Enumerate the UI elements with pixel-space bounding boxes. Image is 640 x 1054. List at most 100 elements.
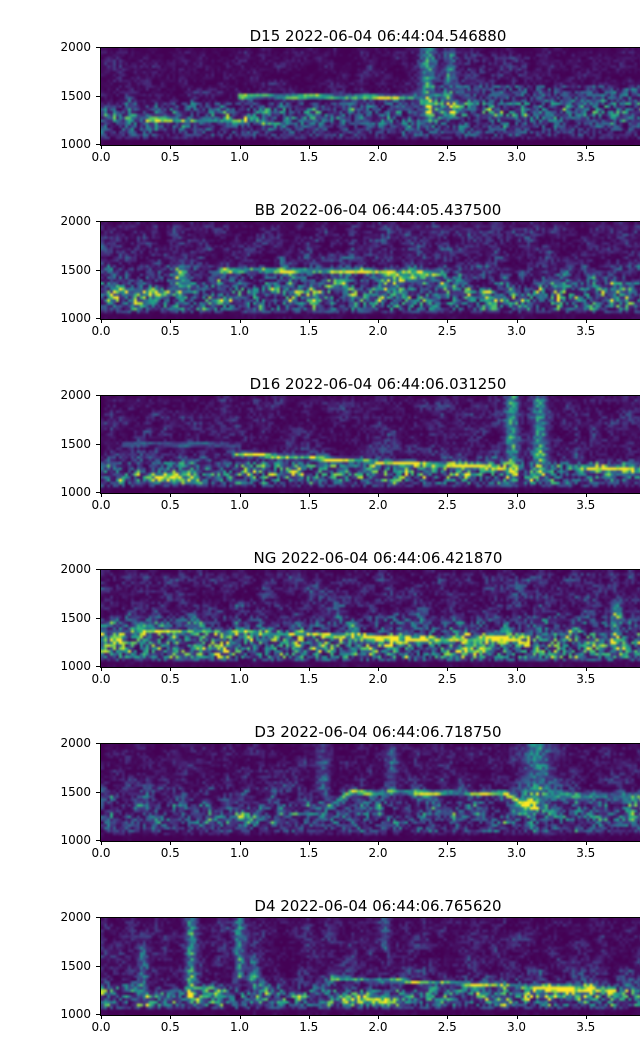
y-tick-mark (96, 917, 100, 918)
spectrogram-figure: D15 2022-06-04 06:44:04.546880 2000 1500 1… (40, 26, 640, 1034)
x-tick-mark (170, 841, 172, 845)
x-tick-label: 1.5 (299, 672, 319, 686)
x-tick-mark (378, 1015, 379, 1019)
x-tick-mark (447, 493, 449, 497)
y-tick-label: 2000 (60, 388, 91, 402)
x-tick-label: 0.5 (160, 498, 180, 512)
y-tick-label: 1000 (60, 485, 91, 499)
x-tick-mark (378, 841, 379, 845)
y-tick-mark (96, 318, 100, 319)
x-tick-label: 3.5 (576, 150, 596, 164)
x-tick-label: 0.0 (91, 150, 111, 164)
x-tick-mark (239, 319, 241, 323)
x-tick-label: 4.0 (635, 150, 640, 165)
x-tick-mark (101, 145, 102, 149)
y-tick-label: 1000 (60, 833, 91, 847)
x-tick-mark (516, 841, 518, 845)
panel-title: D4 2022-06-04 06:44:06.765620 (254, 897, 502, 915)
x-tick-label: 2.0 (368, 1020, 388, 1034)
x-tick-mark (585, 493, 587, 497)
x-tick-mark (239, 667, 241, 671)
x-tick-mark (585, 319, 587, 323)
panel-title: D3 2022-06-04 06:44:06.718750 (254, 723, 502, 741)
x-tick-mark (378, 319, 379, 323)
x-tick-label: 1.5 (299, 150, 319, 164)
spectrogram-panel-d15: D15 2022-06-04 06:44:04.546880 2000 1500 1… (40, 26, 640, 184)
spectrogram-image (101, 570, 640, 667)
x-tick-mark (170, 319, 172, 323)
y-tick-mark (96, 47, 100, 48)
x-tick-mark (516, 667, 518, 671)
plot-frame (100, 917, 640, 1016)
panel-title: BB 2022-06-04 06:44:05.437500 (254, 201, 502, 219)
x-tick-label: 3.5 (576, 498, 596, 512)
x-tick-label: 2.5 (437, 1020, 457, 1034)
x-tick-mark (239, 1015, 241, 1019)
y-tick-mark (96, 221, 100, 222)
x-tick-mark (516, 493, 518, 497)
x-tick-label: 0.5 (160, 672, 180, 686)
y-tick-label: 2000 (60, 910, 91, 924)
y-tick-label: 1500 (60, 784, 91, 799)
x-tick-label: 2.5 (437, 846, 457, 860)
x-tick-label: 0.5 (160, 1020, 180, 1034)
x-tick-label: 1.0 (229, 1020, 250, 1034)
y-tick-mark (96, 395, 100, 396)
x-tick-label: 3.5 (576, 324, 596, 338)
y-tick-label: 1500 (60, 436, 91, 451)
y-tick-label: 1500 (60, 262, 91, 277)
x-tick-label: 1.5 (299, 1020, 319, 1034)
y-tick-label: 1000 (60, 659, 91, 673)
x-tick-mark (516, 1015, 518, 1019)
plot-frame (100, 395, 640, 494)
x-tick-label: 0.0 (91, 324, 111, 338)
y-tick-mark (96, 443, 100, 445)
x-tick-mark (170, 1015, 172, 1019)
plot-frame (100, 221, 640, 320)
y-tick-mark (96, 791, 100, 793)
x-tick-mark (308, 841, 310, 845)
x-tick-mark (239, 145, 241, 149)
y-tick-mark (96, 569, 100, 570)
x-tick-label: 0.0 (91, 672, 111, 686)
x-tick-label: 2.0 (368, 672, 388, 686)
x-tick-mark (101, 841, 102, 845)
x-tick-mark (585, 145, 587, 149)
x-tick-mark (101, 319, 102, 323)
spectrogram-image (101, 48, 640, 145)
x-tick-mark (170, 493, 172, 497)
x-tick-label: 3.0 (506, 846, 527, 860)
y-tick-mark (96, 144, 100, 145)
x-tick-label: 4.0 (635, 672, 640, 687)
spectrogram-image (101, 918, 640, 1015)
x-tick-mark (239, 841, 241, 845)
x-tick-label: 0.0 (91, 1020, 111, 1034)
x-tick-label: 0.5 (160, 150, 180, 164)
x-tick-label: 1.0 (229, 672, 250, 686)
x-tick-label: 4.0 (635, 1020, 640, 1035)
y-tick-label: 1000 (60, 137, 91, 151)
y-tick-mark (96, 617, 100, 619)
x-tick-label: 1.5 (299, 846, 319, 860)
x-tick-mark (239, 493, 241, 497)
x-tick-mark (308, 667, 310, 671)
x-tick-mark (308, 1015, 310, 1019)
x-tick-mark (101, 493, 102, 497)
x-tick-label: 4.0 (635, 846, 640, 861)
x-tick-label: 2.0 (368, 498, 388, 512)
x-tick-label: 3.0 (506, 498, 527, 512)
x-tick-label: 3.5 (576, 672, 596, 686)
x-tick-mark (447, 145, 449, 149)
x-tick-label: 0.5 (160, 846, 180, 860)
x-tick-label: 3.0 (506, 1020, 527, 1034)
spectrogram-panel-bb: BB 2022-06-04 06:44:05.437500 2000 1500 10… (40, 200, 640, 358)
x-tick-label: 2.5 (437, 672, 457, 686)
x-tick-label: 2.0 (368, 846, 388, 860)
x-tick-mark (101, 1015, 102, 1019)
y-tick-label: 2000 (60, 40, 91, 54)
panel-title: D16 2022-06-04 06:44:06.031250 (249, 375, 507, 393)
spectrogram-panel-d3: D3 2022-06-04 06:44:06.718750 2000 1500 10… (40, 722, 640, 880)
y-tick-mark (96, 840, 100, 841)
x-tick-label: 1.0 (229, 846, 250, 860)
y-tick-label: 1500 (60, 610, 91, 625)
